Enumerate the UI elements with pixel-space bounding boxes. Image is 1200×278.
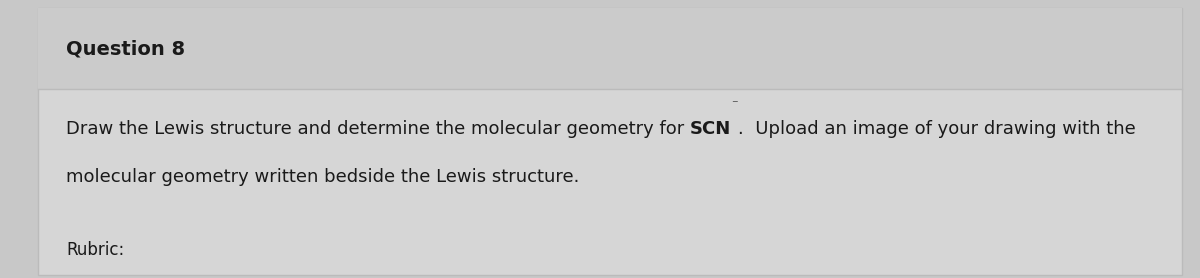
Text: .  Upload an image of your drawing with the: . Upload an image of your drawing with t… — [738, 120, 1135, 138]
Text: Question 8: Question 8 — [66, 39, 185, 58]
FancyBboxPatch shape — [38, 8, 1182, 275]
FancyBboxPatch shape — [38, 8, 1182, 89]
Text: Rubric:: Rubric: — [66, 241, 125, 259]
Text: ⁻: ⁻ — [731, 98, 738, 111]
Text: SCN: SCN — [690, 120, 731, 138]
Text: Draw the Lewis structure and determine the molecular geometry for: Draw the Lewis structure and determine t… — [66, 120, 690, 138]
Text: molecular geometry written bedside the Lewis structure.: molecular geometry written bedside the L… — [66, 168, 580, 185]
